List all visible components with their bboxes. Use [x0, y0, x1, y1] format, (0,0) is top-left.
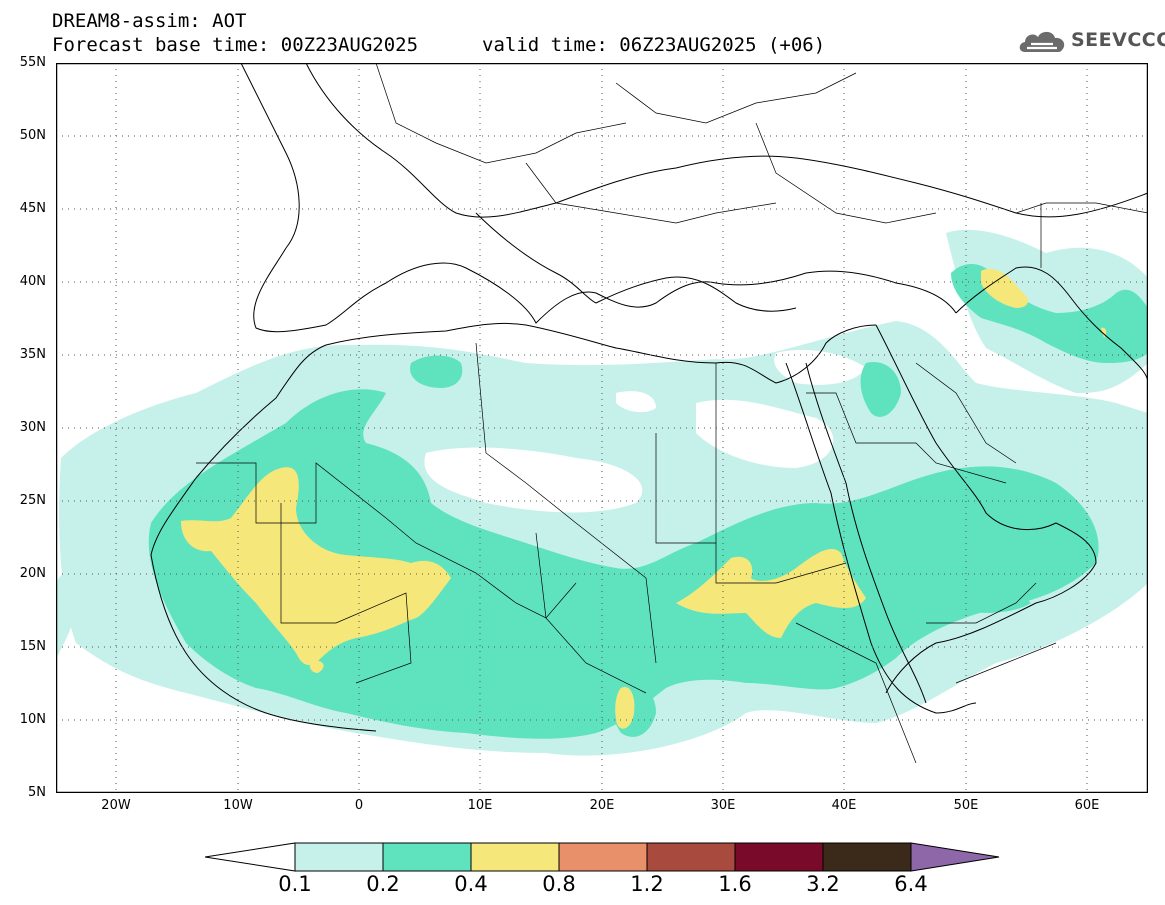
lon-label: 30E [710, 798, 736, 813]
coastlines [150, 63, 1148, 732]
lat-label: 15N [19, 639, 46, 654]
logo-text: SEEVCCC [1071, 29, 1165, 51]
legend-label: 1.2 [630, 872, 664, 896]
legend-swatch-0.4 [470, 842, 560, 872]
lat-label: 20N [19, 566, 46, 581]
legend-swatch-1.6 [734, 842, 824, 872]
lat-label: 10N [19, 712, 46, 727]
country-borders [196, 63, 1148, 764]
lat-label: 40N [19, 274, 46, 289]
lat-label: 45N [19, 201, 46, 216]
lon-label: 50E [953, 798, 979, 813]
legend-label: 0.1 [278, 872, 312, 896]
lon-label: 20W [101, 798, 131, 813]
color-legend [205, 842, 1000, 872]
lat-label: 50N [19, 128, 46, 143]
aot-map [56, 63, 1148, 793]
legend-label: 1.6 [718, 872, 752, 896]
valid-time: valid time: 06Z23AUG2025 (+06) [482, 34, 826, 56]
legend-label: 0.8 [542, 872, 576, 896]
legend-swatch-below-0.1 [205, 842, 296, 872]
lon-label: 60E [1074, 798, 1100, 813]
legend-label: 0.2 [366, 872, 400, 896]
legend-swatch-above-6.4 [910, 842, 1000, 872]
map-frame [56, 63, 1148, 793]
legend-swatch-3.2 [822, 842, 912, 872]
lat-label: 30N [19, 420, 46, 435]
legend-label: 3.2 [806, 872, 840, 896]
lat-label: 25N [19, 493, 46, 508]
lat-label: 55N [19, 55, 46, 70]
seevccc-logo: SEEVCCC [1017, 26, 1165, 56]
legend-label: 6.4 [894, 872, 928, 896]
legend-swatch-0.1 [294, 842, 384, 872]
map-title: DREAM8-assim: AOT [52, 10, 247, 32]
lon-label: 10E [467, 798, 493, 813]
legend-label: 0.4 [454, 872, 488, 896]
legend-swatch-1.2 [646, 842, 736, 872]
lat-label: 5N [28, 785, 46, 800]
forecast-base-time: Forecast base time: 00Z23AUG2025 [52, 34, 419, 56]
grid-lines [56, 63, 1148, 793]
aot-band-0.4-0.8 [181, 268, 1107, 729]
legend-swatch-0.8 [558, 842, 648, 872]
aot-low-areas [424, 349, 866, 513]
lon-label: 20E [589, 798, 615, 813]
lon-label: 0 [354, 798, 364, 813]
lon-label: 40E [831, 798, 857, 813]
aot-band-0.2-0.4 [148, 263, 1148, 739]
lat-label: 35N [19, 347, 46, 362]
lon-label: 10W [223, 798, 253, 813]
cloud-icon [1019, 31, 1065, 52]
legend-swatch-0.2 [382, 842, 472, 872]
